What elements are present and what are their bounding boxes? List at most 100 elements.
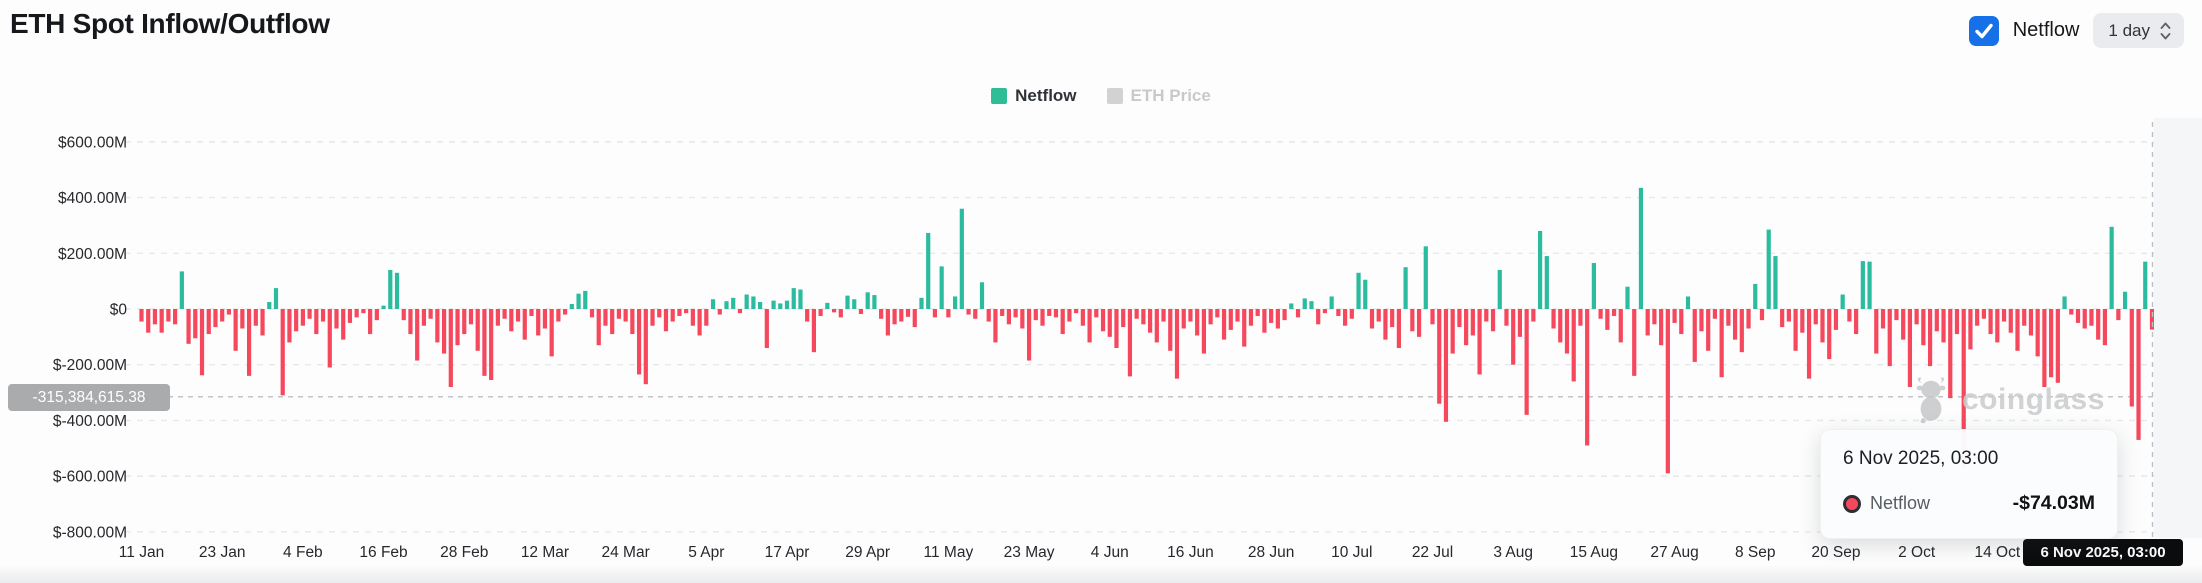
netflow-bar[interactable] — [663, 309, 669, 332]
netflow-bar[interactable] — [670, 309, 675, 322]
netflow-bar[interactable] — [2069, 309, 2074, 315]
netflow-bar[interactable] — [1995, 309, 2000, 343]
netflow-bar[interactable] — [583, 290, 588, 309]
netflow-bar[interactable] — [1248, 309, 1254, 326]
netflow-bar[interactable] — [401, 309, 406, 321]
netflow-bar[interactable] — [1161, 309, 1166, 322]
netflow-bar[interactable] — [307, 309, 312, 319]
netflow-bar[interactable] — [650, 309, 655, 326]
netflow-bar[interactable] — [1316, 309, 1321, 325]
netflow-bar[interactable] — [1625, 286, 1630, 309]
netflow-bar[interactable] — [758, 302, 763, 309]
netflow-bar[interactable] — [1309, 301, 1314, 309]
netflow-bar[interactable] — [818, 309, 823, 316]
netflow-bar[interactable] — [899, 309, 904, 322]
netflow-bar[interactable] — [152, 309, 158, 325]
netflow-bar[interactable] — [1887, 309, 1892, 367]
netflow-bar[interactable] — [811, 309, 816, 353]
netflow-bar[interactable] — [1282, 309, 1287, 321]
netflow-bar[interactable] — [1605, 309, 1610, 330]
netflow-bar[interactable] — [798, 289, 803, 309]
netflow-bar[interactable] — [1087, 309, 1092, 343]
netflow-bar[interactable] — [1450, 309, 1455, 354]
netflow-bar[interactable] — [1403, 267, 1408, 309]
netflow-bar[interactable] — [1840, 294, 1845, 309]
netflow-bar[interactable] — [2109, 226, 2114, 309]
netflow-bar[interactable] — [361, 309, 366, 314]
netflow-bar[interactable] — [1948, 309, 1953, 399]
netflow-bar[interactable] — [1423, 246, 1428, 309]
netflow-bar[interactable] — [2136, 309, 2141, 440]
netflow-bar[interactable] — [1188, 309, 1193, 322]
netflow-bar[interactable] — [556, 309, 561, 322]
netflow-bar[interactable] — [1921, 309, 1926, 346]
netflow-bar[interactable] — [2062, 296, 2067, 309]
netflow-bar[interactable] — [300, 309, 305, 326]
netflow-bar[interactable] — [569, 303, 574, 309]
netflow-bar[interactable] — [1786, 309, 1791, 322]
netflow-bar[interactable] — [1739, 309, 1744, 353]
netflow-bar[interactable] — [2001, 309, 2007, 322]
netflow-bar[interactable] — [347, 309, 353, 323]
netflow-bar[interactable] — [1867, 261, 1872, 309]
netflow-bar[interactable] — [1901, 309, 1906, 340]
netflow-bar[interactable] — [1632, 309, 1637, 376]
netflow-bar[interactable] — [166, 309, 171, 322]
netflow-bar[interactable] — [1416, 309, 1422, 337]
netflow-bar[interactable] — [502, 309, 507, 319]
netflow-bar[interactable] — [233, 309, 238, 351]
netflow-bar[interactable] — [778, 303, 783, 309]
netflow-bar[interactable] — [1168, 309, 1173, 351]
netflow-bar[interactable] — [1504, 309, 1509, 326]
netflow-bar[interactable] — [2075, 309, 2081, 323]
netflow-bar[interactable] — [1780, 309, 1785, 328]
netflow-bar[interactable] — [1578, 309, 1583, 326]
netflow-bar[interactable] — [1369, 309, 1375, 329]
netflow-bar[interactable] — [2149, 309, 2155, 330]
netflow-bar[interactable] — [1914, 309, 1919, 325]
netflow-bar[interactable] — [246, 309, 252, 376]
netflow-bar[interactable] — [2143, 261, 2148, 309]
netflow-bar[interactable] — [1490, 309, 1496, 332]
netflow-bar[interactable] — [368, 309, 373, 335]
netflow-bar[interactable] — [724, 301, 729, 309]
netflow-bar[interactable] — [1652, 309, 1657, 325]
netflow-bar[interactable] — [220, 309, 225, 322]
netflow-bar[interactable] — [1154, 309, 1159, 343]
netflow-bar[interactable] — [314, 309, 319, 335]
netflow-bar[interactable] — [1228, 309, 1233, 330]
netflow-bar[interactable] — [959, 208, 964, 309]
netflow-bar[interactable] — [529, 309, 534, 316]
netflow-bar[interactable] — [1269, 309, 1274, 323]
netflow-bar[interactable] — [1712, 309, 1718, 319]
netflow-bar[interactable] — [1753, 283, 1758, 309]
netflow-bar[interactable] — [1356, 272, 1361, 309]
netflow-bar[interactable] — [616, 309, 622, 319]
netflow-bar[interactable] — [912, 309, 917, 328]
netflow-bar[interactable] — [1329, 296, 1334, 309]
netflow-bar[interactable] — [415, 309, 420, 361]
netflow-bar[interactable] — [1968, 309, 1973, 350]
netflow-bar[interactable] — [2022, 309, 2027, 326]
netflow-bar[interactable] — [589, 309, 595, 318]
netflow-bar[interactable] — [1854, 309, 1859, 335]
netflow-bar[interactable] — [1262, 309, 1267, 333]
netflow-bar[interactable] — [1134, 309, 1139, 319]
netflow-bar[interactable] — [408, 309, 413, 335]
netflow-bar[interactable] — [919, 297, 924, 309]
netflow-bar[interactable] — [462, 309, 467, 335]
netflow-bar[interactable] — [784, 300, 790, 309]
netflow-bar[interactable] — [2089, 309, 2094, 326]
netflow-bar[interactable] — [226, 309, 232, 315]
netflow-bar[interactable] — [2082, 309, 2087, 329]
netflow-bar[interactable] — [1208, 309, 1213, 325]
netflow-bar[interactable] — [1874, 309, 1879, 354]
netflow-bar[interactable] — [737, 309, 743, 314]
netflow-bar[interactable] — [1221, 309, 1227, 340]
netflow-bar[interactable] — [267, 302, 272, 309]
netflow-bar[interactable] — [1833, 309, 1839, 330]
netflow-bar[interactable] — [1363, 279, 1368, 309]
netflow-bar[interactable] — [536, 309, 541, 336]
netflow-bar[interactable] — [515, 309, 521, 322]
netflow-bar[interactable] — [1659, 309, 1664, 346]
